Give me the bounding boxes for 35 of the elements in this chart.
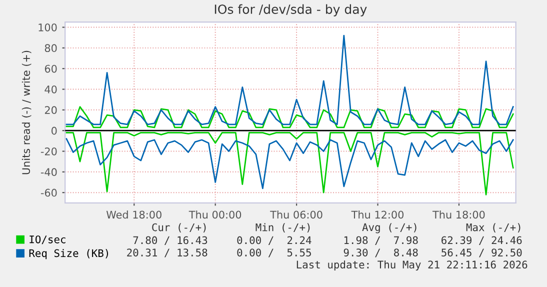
y-tick-label: 60 — [44, 64, 57, 73]
y-tick-label: -60 — [40, 188, 57, 197]
text: Avg (-/+) — [362, 223, 416, 234]
y-tick-label: 40 — [44, 85, 57, 94]
text: 56.45 / 92.50 — [442, 248, 522, 258]
text: 0.00 / 5.55 — [237, 248, 311, 258]
x-tick-label: Thu 00:00 — [188, 210, 242, 219]
chart-title: IOs for /dev/sda - by day — [214, 4, 367, 16]
text: Min (-/+) — [256, 223, 310, 232]
x-tick-label: Wed 18:00 — [106, 210, 162, 219]
y-tick-label: 100 — [38, 23, 57, 32]
text: Last update: Thu May 21 22:11:16 2026 — [296, 260, 528, 271]
text: Cur (-/+) — [152, 223, 206, 232]
line-series — [66, 138, 514, 190]
text: Max (-/+) — [466, 223, 520, 232]
legend-label: IO/sec — [30, 235, 66, 244]
text: 1.98 / 7.98 — [344, 236, 418, 245]
text: 20.31 / 13.58 — [127, 248, 208, 258]
y-tick-label: -20 — [40, 147, 57, 156]
legend-label: Req Size (KB) — [29, 249, 108, 260]
y-tick-label: -40 — [40, 168, 57, 176]
text: 9.30 / 8.48 — [344, 248, 418, 258]
y-tick-label: 80 — [44, 44, 57, 52]
x-tick-label: Thu 18:00 — [432, 210, 485, 219]
x-tick-label: Thu 06:00 — [270, 210, 322, 219]
line-series — [66, 106, 514, 128]
y-tick-label: 0 — [52, 126, 57, 135]
x-tick-label: Thu 12:00 — [351, 210, 404, 219]
text: 0.00 / 2.24 — [237, 236, 312, 245]
text: 62.39 / 24.46 — [442, 236, 522, 245]
text: 7.80 / 16.43 — [133, 236, 208, 245]
y-axis-title: Units read (-) / write (+) — [22, 50, 32, 174]
line-series — [66, 132, 514, 196]
y-tick-label: 20 — [44, 106, 57, 114]
line-series — [66, 34, 514, 126]
